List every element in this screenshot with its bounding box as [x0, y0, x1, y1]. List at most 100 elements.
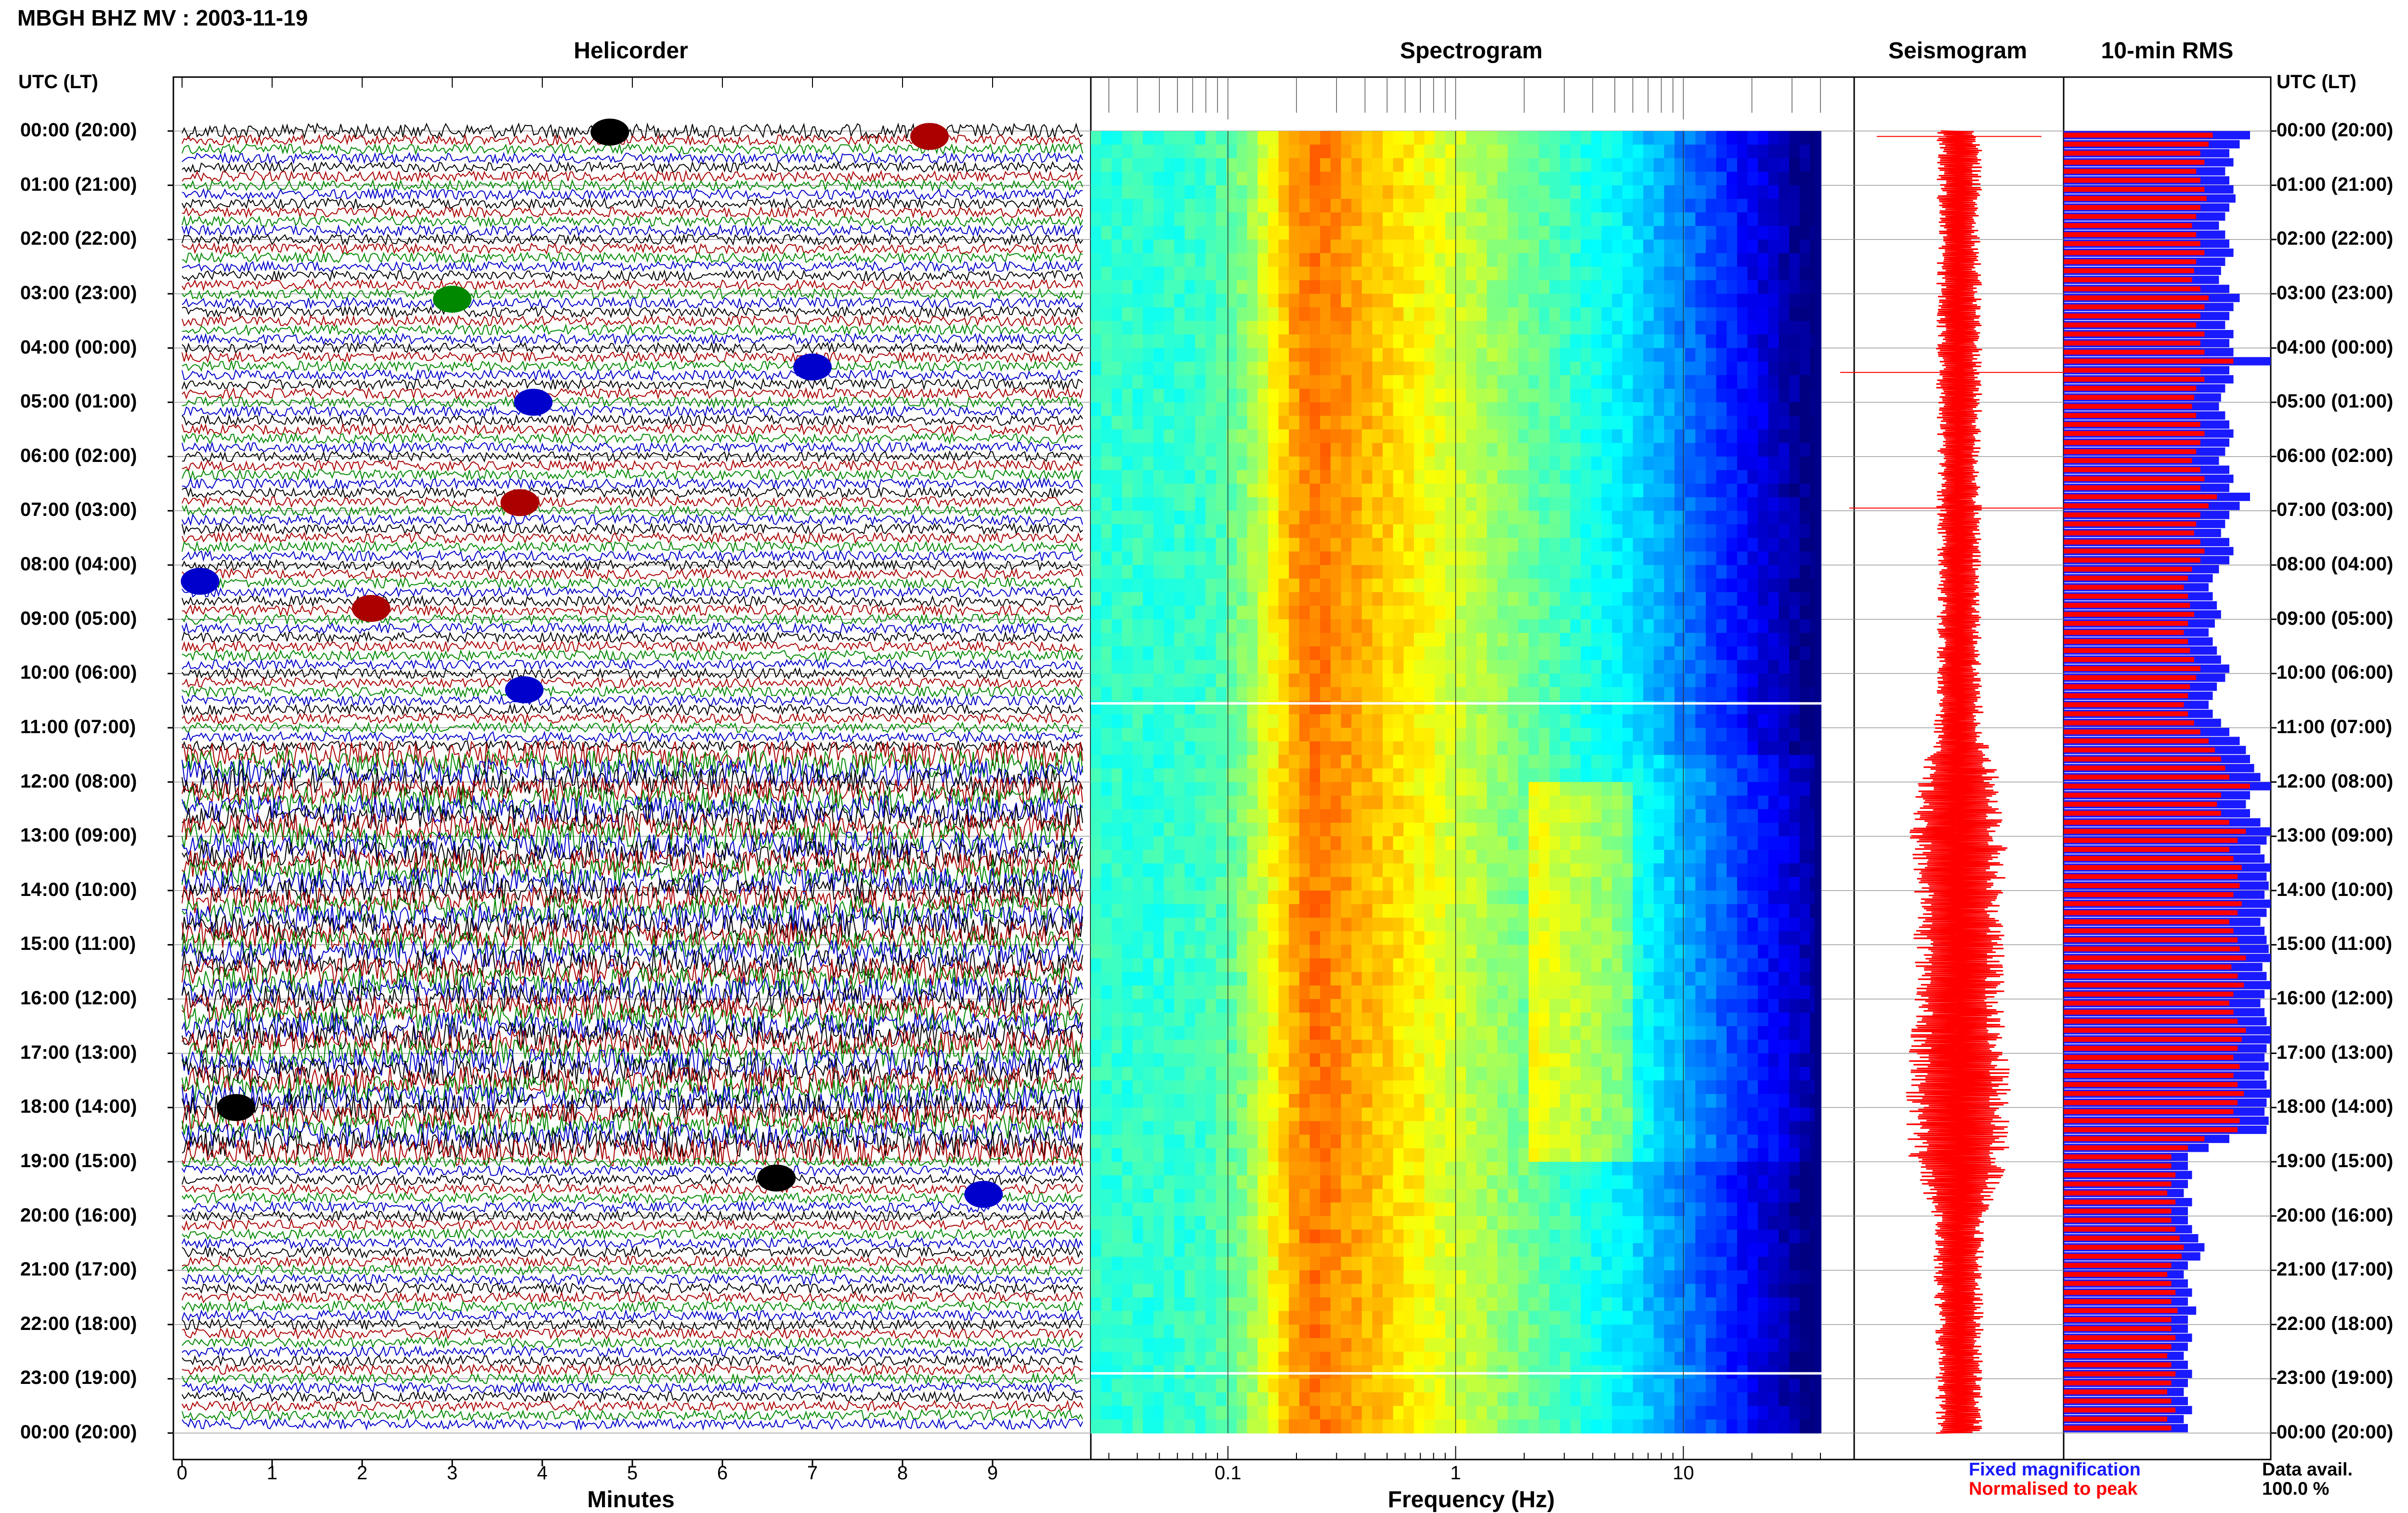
spectrogram-cell: [1789, 768, 1800, 782]
spectrogram-cell: [1487, 212, 1497, 226]
spectrogram-cell: [1664, 375, 1675, 389]
spectrogram-cell: [1393, 755, 1404, 769]
spectrogram-cell: [1268, 321, 1279, 335]
spectrogram-cell: [1685, 836, 1696, 850]
spectrogram-cell: [1758, 782, 1768, 796]
helicorder-trace: [182, 460, 1083, 471]
spectrogram-cell: [1372, 389, 1383, 403]
spectrogram-cell: [1737, 538, 1748, 552]
spectrogram-cell: [1748, 402, 1758, 416]
spectrogram-cell: [1310, 389, 1321, 403]
spectrogram-cell: [1529, 389, 1539, 403]
spectrogram-cell: [1612, 212, 1623, 226]
spectrogram-cell: [1612, 525, 1623, 539]
spectrogram-cell: [1706, 1026, 1716, 1040]
spectrogram-cell: [1695, 579, 1706, 592]
spectrogram-cell: [1664, 999, 1675, 1013]
spectrogram-cell: [1331, 239, 1341, 253]
spectrogram-cell: [1497, 525, 1508, 539]
spectrogram-cell: [1101, 131, 1112, 145]
spectrogram-cell: [1539, 226, 1550, 240]
spectrogram-cell: [1403, 131, 1414, 145]
spectrogram-cell: [1133, 904, 1143, 918]
spectrogram-cell: [1310, 646, 1321, 660]
spectrogram-cell: [1372, 986, 1383, 1000]
spectrogram-cell: [1372, 660, 1383, 674]
spectrogram-cell: [1383, 619, 1393, 633]
spectrogram-cell: [1383, 836, 1393, 850]
spectrogram-cell: [1247, 918, 1258, 932]
spectrogram-cell: [1518, 375, 1529, 389]
spectrogram-cell: [1623, 999, 1633, 1013]
spectrogram-cell: [1164, 877, 1175, 891]
spectrogram-cell: [1716, 552, 1727, 566]
spectrogram-cell: [1695, 457, 1706, 471]
spectrogram-cell: [1643, 470, 1654, 484]
spectrogram-cell: [1789, 579, 1800, 592]
spectrogram-cell: [1768, 606, 1779, 620]
spectrogram-cell: [1299, 836, 1310, 850]
spectrogram-cell: [1247, 185, 1258, 199]
spectrogram-cell: [1727, 646, 1737, 660]
spectrogram-cell: [1768, 348, 1779, 362]
spectrogram-cell: [1351, 959, 1362, 973]
spectrogram-cell: [1257, 755, 1268, 769]
spectrogram-cell: [1466, 687, 1477, 701]
spectrogram-cell: [1779, 348, 1789, 362]
spectrogram-cell: [1487, 226, 1497, 240]
spectrogram-cell: [1737, 484, 1748, 498]
spectrogram-cell: [1623, 457, 1633, 471]
spectrogram-cell: [1403, 402, 1414, 416]
spectrogram-cell: [1164, 836, 1175, 850]
spectrogram-cell: [1487, 172, 1497, 186]
spectrogram-cell: [1153, 538, 1164, 552]
spectrogram-cell: [1289, 511, 1299, 525]
spectrogram-cell: [1456, 416, 1466, 430]
spectrogram-cell: [1112, 212, 1122, 226]
spectrogram-cell: [1779, 497, 1789, 511]
spectrogram-cell: [1372, 253, 1383, 267]
spectrogram-cell: [1716, 307, 1727, 321]
spectrogram-cell: [1425, 999, 1435, 1013]
spectrogram-cell: [1185, 212, 1195, 226]
spectrogram-cell: [1445, 850, 1456, 864]
spectrogram-cell: [1748, 999, 1758, 1013]
spectrogram-cell: [1257, 267, 1268, 281]
spectrogram-cell: [1185, 389, 1195, 403]
spectrogram-cell: [1331, 768, 1341, 782]
spectrogram-cell: [1310, 131, 1321, 145]
spectrogram-cell: [1623, 321, 1633, 335]
spectrogram-cell: [1268, 443, 1279, 457]
spectrogram-cell: [1153, 606, 1164, 620]
spectrogram-cell: [1497, 633, 1508, 647]
spectrogram-cell: [1633, 565, 1643, 579]
spectrogram-cell: [1789, 809, 1800, 823]
spectrogram-cell: [1425, 633, 1435, 647]
spectrogram-cell: [1800, 768, 1810, 782]
spectrogram-cell: [1581, 931, 1591, 945]
spectrogram-cell: [1101, 809, 1112, 823]
spectrogram-cell: [1153, 945, 1164, 959]
spectrogram-cell: [1643, 741, 1654, 755]
spectrogram-cell: [1643, 986, 1654, 1000]
spectrogram-cell: [1435, 972, 1445, 986]
spectrogram-cell: [1549, 660, 1560, 674]
spectrogram-cell: [1529, 416, 1539, 430]
spectrogram-cell: [1133, 592, 1143, 606]
spectrogram-cell: [1341, 334, 1351, 348]
spectrogram-cell: [1195, 402, 1205, 416]
spectrogram-cell: [1268, 1040, 1279, 1054]
spectrogram-cell: [1518, 891, 1529, 905]
spectrogram-cell: [1466, 172, 1477, 186]
spectrogram-cell: [1466, 212, 1477, 226]
spectrogram-cell: [1185, 809, 1195, 823]
spectrogram-cell: [1779, 782, 1789, 796]
spectrogram-cell: [1508, 891, 1518, 905]
spectrogram-cell: [1247, 375, 1258, 389]
spectrogram-cell: [1216, 402, 1227, 416]
spectrogram-cell: [1633, 755, 1643, 769]
spectrogram-cell: [1425, 809, 1435, 823]
spectrogram-cell: [1612, 334, 1623, 348]
spectrogram-cell: [1727, 457, 1737, 471]
spectrogram-cell: [1133, 470, 1143, 484]
